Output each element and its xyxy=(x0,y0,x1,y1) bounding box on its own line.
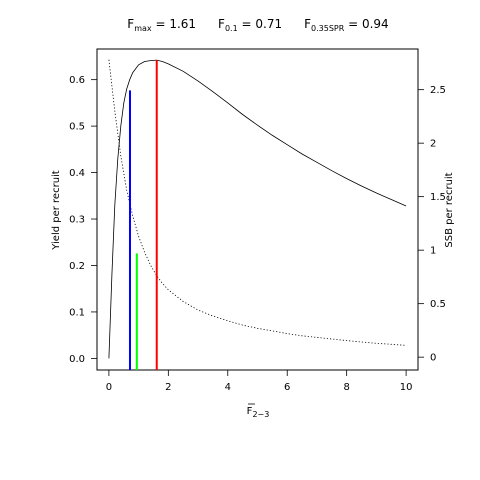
axes: 0 2 4 6 8 10 0.0 0.1 0.2 0.3 0.4 0.5 0.6 0 0.5 1 1.5 2 2.5 xyxy=(69,75,446,393)
y-left-axis-label: Yield per recruit xyxy=(51,170,62,251)
y-left-tick-label: 0.5 xyxy=(69,122,85,133)
x-tick-label: 6 xyxy=(284,382,290,393)
x-tick-label: 4 xyxy=(225,382,231,393)
x-axis-label-main: F xyxy=(247,406,253,417)
y-left-tick-label: 0.0 xyxy=(69,354,85,365)
plot-frame xyxy=(96,48,419,371)
title-fmax-eq: = xyxy=(152,17,170,31)
reference-lines xyxy=(128,60,158,370)
title-fmax-sub: max xyxy=(134,24,152,33)
title-f01-value: 0.71 xyxy=(255,17,282,31)
y-left-tick-label: 0.4 xyxy=(69,168,85,179)
y-right-tick-label: 2 xyxy=(430,139,436,150)
series-line-yield-per-recruit xyxy=(108,59,407,359)
y-right-tick-label: 1 xyxy=(430,246,436,257)
x-tick-label: 8 xyxy=(343,382,349,393)
x-tick-label: 10 xyxy=(400,382,413,393)
y-right-tick-label: 1.5 xyxy=(430,192,446,203)
x-tick-label: 2 xyxy=(165,382,171,393)
title-fmax-value: 1.61 xyxy=(169,17,196,31)
y-left-tick-label: 0.3 xyxy=(69,215,85,226)
title-f01-label: F xyxy=(218,17,225,31)
title-f035-label: F xyxy=(304,17,311,31)
title-fmax-label: F xyxy=(127,17,134,31)
title-f035-eq: = xyxy=(344,17,362,31)
chart-title: Fmax = 1.61 F0.1 = 0.71 F0.35SPR = 0.94 xyxy=(127,17,388,33)
y-right-tick-label: 0 xyxy=(430,353,436,364)
series-layer xyxy=(108,59,407,359)
x-axis-label-sub: 2−3 xyxy=(252,410,269,419)
y-right-tick-label: 0.5 xyxy=(430,299,446,310)
x-tick-label: 0 xyxy=(106,382,112,393)
title-f01-sub: 0.1 xyxy=(225,24,238,33)
title-f01-eq: = xyxy=(238,17,256,31)
y-left-tick-label: 0.1 xyxy=(69,307,85,318)
x-axis-label: F2−3 xyxy=(247,406,270,419)
y-left-tick-label: 0.6 xyxy=(69,75,85,86)
title-f035-value: 0.94 xyxy=(362,17,389,31)
title-f035-sub: 0.35SPR xyxy=(311,24,345,33)
y-right-tick-label: 2.5 xyxy=(430,85,446,96)
y-right-axis-label: SSB per recruit xyxy=(444,172,455,247)
y-left-tick-label: 0.2 xyxy=(69,261,85,272)
